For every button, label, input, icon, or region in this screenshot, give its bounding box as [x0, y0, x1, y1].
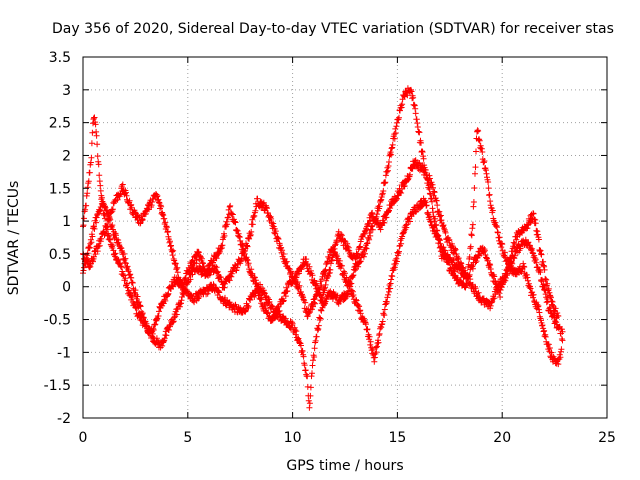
y-tick-label: 2.5	[49, 116, 71, 132]
y-tick-label: 3	[62, 83, 71, 99]
y-tick-label: -2	[57, 411, 71, 427]
y-tick-label: -1.5	[44, 378, 71, 394]
y-axis-label: SDTVAR / TECUs	[6, 181, 22, 296]
x-tick-label: 20	[493, 430, 511, 446]
x-axis-label: GPS time / hours	[286, 458, 403, 474]
x-tick-label: 0	[79, 430, 88, 446]
y-tick-label: 3.5	[49, 50, 71, 66]
x-tick-label: 5	[183, 430, 192, 446]
y-tick-label: -0.5	[44, 313, 71, 329]
x-tick-label: 15	[388, 430, 406, 446]
x-tick-label: 10	[284, 430, 302, 446]
x-tick-label: 25	[598, 430, 616, 446]
y-tick-label: 1	[62, 214, 71, 230]
y-tick-label: 0.5	[49, 247, 71, 263]
y-tick-label: 1.5	[49, 181, 71, 197]
y-axis: -2 -1.5 -1 -0.5 0 0.5 1 1.5 2 2.5 3 3.5	[44, 50, 607, 427]
chart-title: Day 356 of 2020, Sidereal Day-to-day VTE…	[52, 21, 614, 37]
y-tick-label: -1	[57, 345, 71, 361]
y-tick-label: 2	[62, 148, 71, 164]
plot-frame	[82, 56, 608, 419]
y-tick-label: 0	[62, 280, 71, 296]
x-axis: 0 5 10 15 20 25	[79, 57, 616, 446]
